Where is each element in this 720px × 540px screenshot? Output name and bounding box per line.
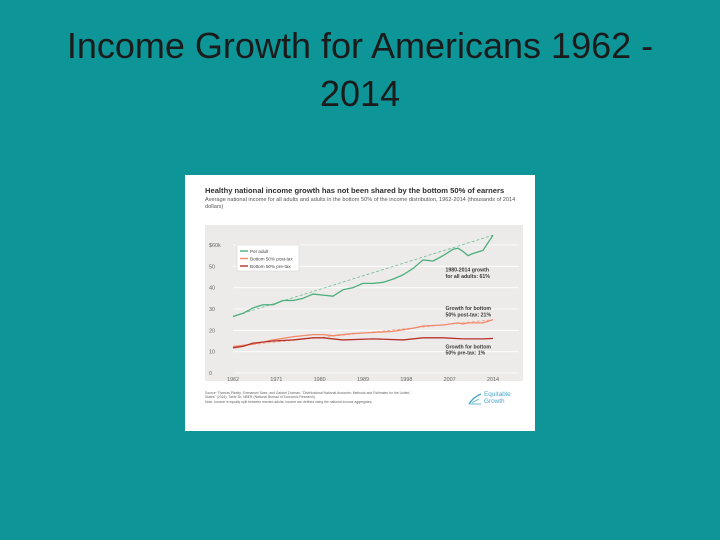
equitable-growth-logo: Equitable Growth xyxy=(468,389,526,409)
logo-text-line-2: Growth xyxy=(484,398,505,405)
series-line xyxy=(232,319,494,348)
legend-label: Bottom 50% post-tax xyxy=(250,256,293,261)
annotation-line: 50% pre-tax: 1% xyxy=(446,351,486,357)
logo-wordmark: Equitable Growth xyxy=(484,391,511,405)
logo-text-line-1: Equitable xyxy=(484,391,511,398)
source-line-1: Source: Thomas Piketty, Emmanuel Saez, a… xyxy=(205,391,410,395)
chart-subtitle: Average national income for all adults a… xyxy=(205,197,516,210)
x-tick-label: 1980 xyxy=(314,377,326,383)
slide-title-line-1: Income Growth for Americans 1962 - xyxy=(66,25,654,66)
chart-annotation: Growth for bottom 50% pre-tax: 1% xyxy=(446,344,492,356)
chart-annotation: Growth for bottom 50% post-tax: 21% xyxy=(446,306,492,318)
chart-title: Healthy national income growth has not b… xyxy=(205,186,505,195)
growth-leaf-icon xyxy=(468,393,482,405)
annotation-line: 1980-2014 growth xyxy=(446,268,490,274)
y-tick-label: 0 xyxy=(209,371,212,377)
legend-label: Per adult xyxy=(250,249,269,254)
y-tick-label: 40 xyxy=(209,286,215,292)
chart-source-note: Source: Thomas Piketty, Emmanuel Saez, a… xyxy=(205,391,467,404)
y-tick-label: 10 xyxy=(209,350,215,356)
x-tick-label: 2014 xyxy=(487,377,499,383)
source-line-3: Note: Income is equally split between ma… xyxy=(205,399,373,404)
y-tick-label: 30 xyxy=(209,307,215,313)
slide-title-line-2: 2014 xyxy=(319,73,401,114)
annotation-line: for all adults: 61% xyxy=(446,274,491,280)
x-tick-label: 1989 xyxy=(357,377,369,383)
y-tick-label: 50 xyxy=(209,264,215,270)
series-line xyxy=(232,337,494,349)
annotation-line: 50% post-tax: 21% xyxy=(446,312,492,318)
chart-annotation: 1980-2014 growth for all adults: 61% xyxy=(446,268,491,280)
x-tick-label: 1971 xyxy=(270,377,282,383)
y-tick-label: 20 xyxy=(209,328,215,334)
source-line-2: States" (2016), Table 3b; NBER (National… xyxy=(205,395,317,400)
x-tick-label: 1962 xyxy=(227,377,239,383)
annotation-line: Growth for bottom xyxy=(446,344,492,350)
x-tick-label: 2007 xyxy=(444,377,456,383)
x-tick-label: 1998 xyxy=(400,377,412,383)
annotation-line: Growth for bottom xyxy=(446,306,492,312)
slide-title: Income Growth for Americans 1962 - 2014 xyxy=(40,22,680,118)
line-chart: 0 10 20 30 40 50 $60k 1962 1971 1980 1989 1998 2007 2… xyxy=(209,234,519,383)
series-line xyxy=(232,234,494,318)
legend-label: Bottom 50% pre-tax xyxy=(250,264,291,269)
y-tick-label: $60k xyxy=(209,243,221,249)
chart-figure: Healthy national income growth has not b… xyxy=(185,175,535,431)
